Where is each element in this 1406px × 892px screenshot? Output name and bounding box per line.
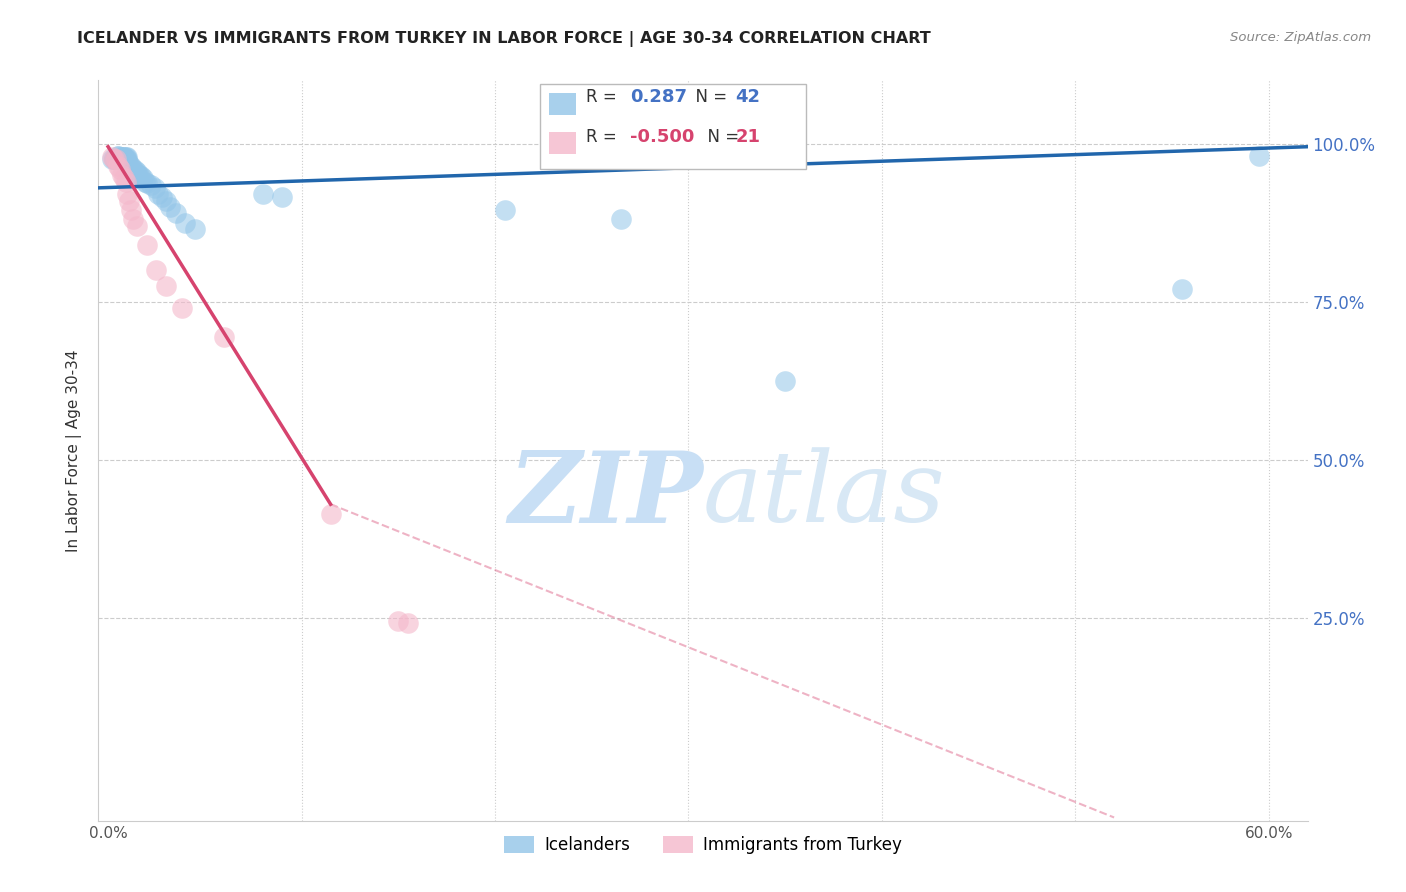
Point (120, 159, 142, 173)
Point (114, 175, 136, 189)
Point (252, 187, 274, 202)
Point (155, 279, 177, 293)
Point (101, 151, 124, 165)
Point (396, 615, 419, 630)
Point (159, 200, 181, 214)
Point (117, 153, 139, 167)
Point (108, 161, 131, 176)
Point (103, 153, 125, 167)
Point (124, 163, 146, 178)
Point (1171, 282, 1194, 296)
Text: R =: R = (586, 88, 621, 106)
Point (773, 374, 796, 388)
Text: atlas: atlas (703, 447, 946, 542)
Point (145, 263, 167, 277)
Text: N =: N = (697, 128, 744, 146)
Point (122, 212, 145, 227)
Text: R =: R = (586, 128, 621, 146)
Text: N =: N = (685, 88, 733, 106)
Point (150, 190, 173, 204)
Legend: Icelanders, Immigrants from Turkey: Icelanders, Immigrants from Turkey (498, 829, 908, 861)
Point (112, 151, 135, 165)
Point (127, 165, 149, 179)
Point (319, 507, 342, 521)
Text: -0.500: -0.500 (630, 128, 695, 146)
Point (112, 171, 135, 186)
Point (610, 212, 633, 227)
Point (111, 151, 134, 165)
Y-axis label: In Labor Force | Age 30-34: In Labor Force | Age 30-34 (66, 349, 83, 552)
Point (120, 202, 142, 217)
Point (148, 187, 170, 202)
FancyBboxPatch shape (540, 84, 806, 169)
Point (108, 151, 131, 165)
Point (155, 194, 177, 208)
Point (165, 206, 187, 220)
Point (170, 301, 193, 315)
Point (135, 237, 157, 252)
Point (128, 168, 150, 182)
Point (174, 216, 197, 230)
Point (127, 219, 149, 233)
Point (387, 615, 409, 629)
Point (117, 155, 139, 169)
Point (127, 167, 149, 181)
Point (103, 153, 125, 167)
Text: 21: 21 (735, 128, 761, 146)
Point (139, 178, 162, 192)
Point (112, 151, 135, 165)
Point (114, 153, 136, 167)
Point (143, 181, 166, 195)
Point (107, 159, 129, 173)
Point (117, 151, 139, 165)
Point (114, 151, 136, 165)
Text: 0.287: 0.287 (630, 88, 688, 106)
Point (494, 202, 516, 217)
Point (108, 153, 131, 167)
Point (111, 168, 134, 182)
Point (184, 222, 207, 236)
Point (1249, 149, 1271, 163)
Point (135, 176, 157, 190)
Point (118, 157, 141, 171)
Point (134, 175, 156, 189)
Text: ICELANDER VS IMMIGRANTS FROM TURKEY IN LABOR FORCE | AGE 30-34 CORRELATION CHART: ICELANDER VS IMMIGRANTS FROM TURKEY IN L… (77, 31, 931, 47)
Point (103, 153, 125, 167)
Point (117, 187, 139, 202)
Point (107, 149, 129, 163)
Point (104, 153, 127, 167)
Point (212, 329, 235, 343)
FancyBboxPatch shape (550, 132, 576, 154)
Point (122, 161, 145, 176)
Text: Source: ZipAtlas.com: Source: ZipAtlas.com (1230, 31, 1371, 45)
Point (132, 171, 155, 186)
FancyBboxPatch shape (550, 93, 576, 115)
Point (101, 153, 124, 167)
Point (118, 194, 141, 208)
Point (107, 149, 129, 163)
Point (129, 169, 152, 184)
Text: ZIP: ZIP (508, 447, 703, 543)
Point (271, 190, 294, 204)
Text: 42: 42 (735, 88, 761, 106)
